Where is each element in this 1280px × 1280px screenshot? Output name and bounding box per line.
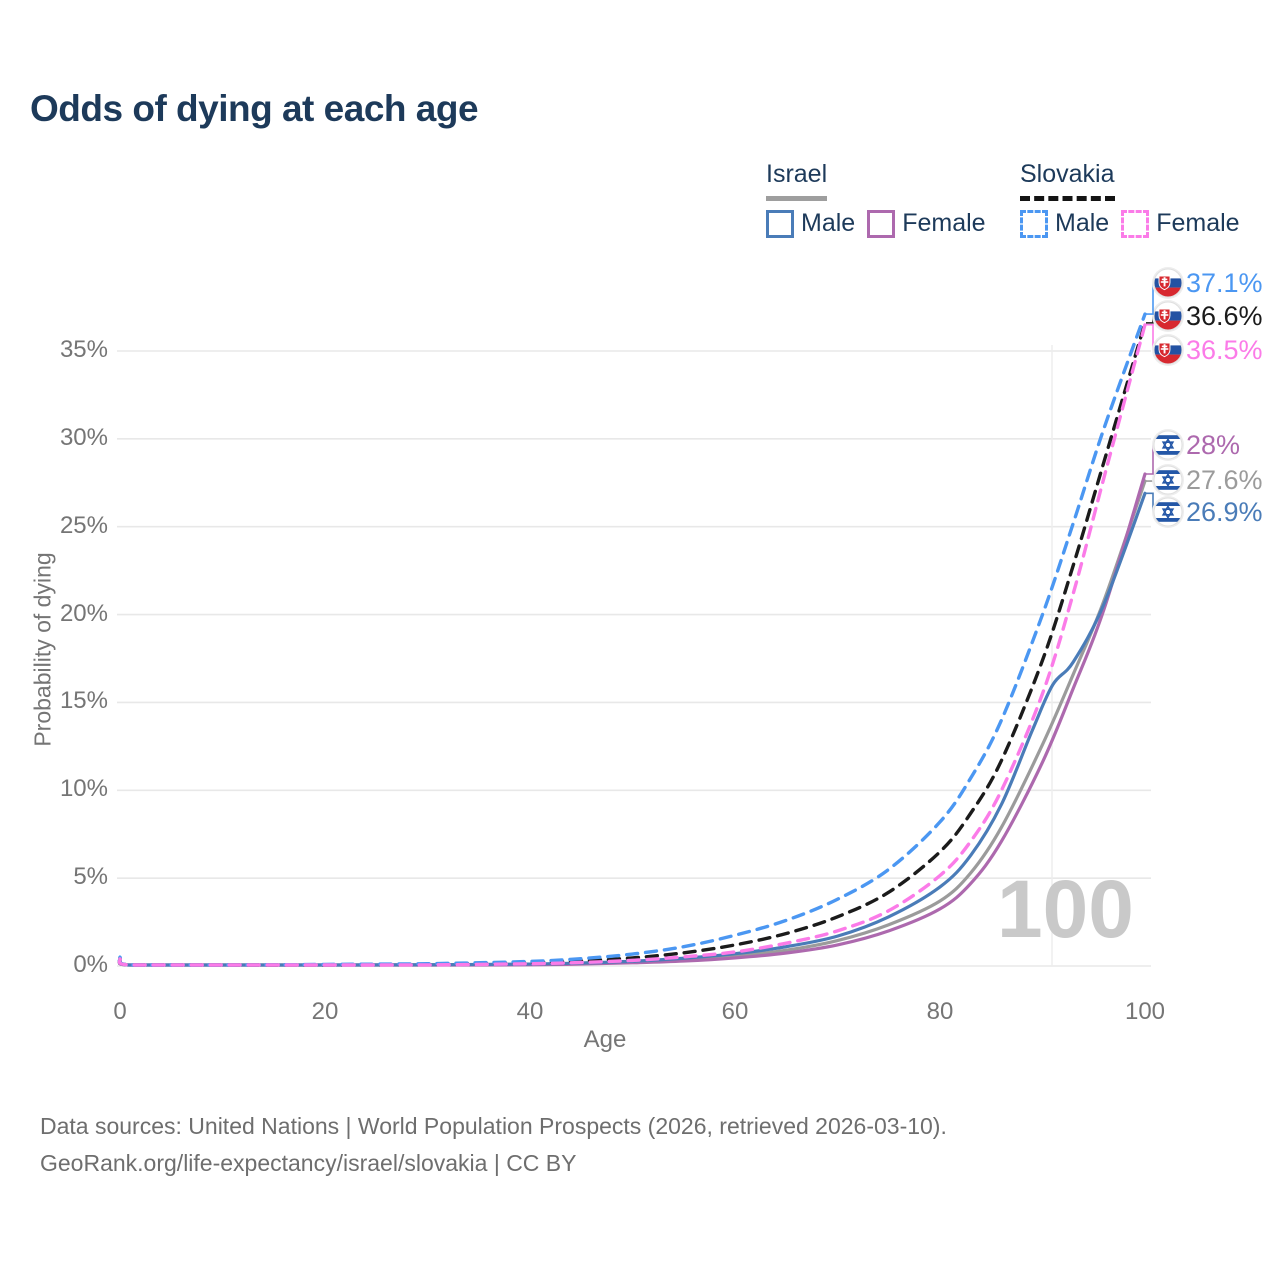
legend-group-israel: Israel Male Female bbox=[766, 160, 986, 238]
legend-country-israel[interactable]: Israel bbox=[766, 160, 828, 201]
israel-female-line-swatch-icon bbox=[867, 209, 896, 238]
x-tick-label-100: 100 bbox=[1124, 998, 1166, 1025]
slovakia-flag-icon bbox=[1152, 300, 1184, 332]
y-tick-label-35: 35% bbox=[59, 336, 108, 363]
page-title: Odds of dying at each age bbox=[30, 88, 479, 129]
series-line-slovakia-male[interactable] bbox=[117, 312, 1147, 967]
y-tick-label-20: 20% bbox=[59, 599, 108, 627]
end-label-slovakia-female: 36.5% bbox=[1186, 335, 1263, 365]
legend-label-israel-male: Male bbox=[801, 209, 856, 237]
y-tick-label-5: 5% bbox=[73, 863, 108, 891]
y-tick-label-10: 10% bbox=[59, 775, 108, 803]
y-axis-title: Probability of dying bbox=[29, 552, 56, 747]
israel-flag-icon bbox=[1152, 464, 1184, 496]
end-label-slovakia-male: 37.1% bbox=[1186, 268, 1263, 298]
legend-item-israel-female[interactable]: Female bbox=[867, 209, 986, 238]
y-tick-label-0: 0% bbox=[73, 951, 108, 978]
y-tick-label-30: 30% bbox=[59, 423, 108, 451]
end-label-israel-female: 28% bbox=[1186, 430, 1241, 460]
footer-attribution: GeoRank.org/life-expectancy/israel/slova… bbox=[40, 1150, 577, 1176]
footer: Data sources: United Nations | World Pop… bbox=[40, 1108, 947, 1182]
slovakia-female-line-swatch-icon bbox=[1121, 209, 1150, 238]
end-label-israel-total: 27.6% bbox=[1186, 465, 1263, 495]
legend-label-slovakia-male: Male bbox=[1055, 209, 1110, 237]
x-tick-label-0: 0 bbox=[113, 998, 127, 1025]
x-axis-title: Age bbox=[583, 1026, 627, 1053]
series-line-slovakia-female[interactable] bbox=[117, 322, 1147, 967]
legend-label-israel-female: Female bbox=[902, 209, 986, 237]
series-line-israel-total[interactable] bbox=[117, 479, 1147, 967]
y-tick-label-15: 15% bbox=[59, 687, 108, 715]
israel-male-line-swatch-icon bbox=[766, 209, 794, 238]
x-tick-label-40: 40 bbox=[516, 998, 544, 1025]
leader-line-israel-total bbox=[1146, 480, 1154, 482]
legend-item-slovakia-female[interactable]: Female bbox=[1121, 209, 1240, 238]
leader-line-israel-male bbox=[1146, 492, 1154, 512]
footer-data-sources: Data sources: United Nations | World Pop… bbox=[40, 1113, 947, 1139]
israel-flag-icon bbox=[1152, 496, 1184, 528]
x-tick-label-20: 20 bbox=[311, 998, 339, 1025]
slovakia-male-line-swatch-icon bbox=[1020, 209, 1048, 238]
series-line-israel-male[interactable] bbox=[117, 491, 1147, 967]
x-tick-label-60: 60 bbox=[721, 998, 749, 1025]
slovakia-flag-icon bbox=[1152, 334, 1184, 366]
leader-line-slovakia-male bbox=[1146, 283, 1154, 315]
legend-country-slovakia[interactable]: Slovakia bbox=[1020, 160, 1115, 201]
legend-item-israel-male[interactable]: Male bbox=[766, 209, 855, 238]
leader-line-israel-female bbox=[1146, 445, 1154, 475]
legend-group-slovakia: Slovakia Male Female bbox=[1020, 160, 1240, 238]
end-label-israel-male: 26.9% bbox=[1186, 497, 1263, 527]
series-line-slovakia-total[interactable] bbox=[117, 321, 1147, 967]
x-tick-label-80: 80 bbox=[926, 998, 954, 1025]
end-label-slovakia-total: 36.6% bbox=[1186, 301, 1263, 331]
leader-line-slovakia-female bbox=[1146, 323, 1154, 350]
series-line-israel-female[interactable] bbox=[117, 472, 1147, 967]
y-tick-label-25: 25% bbox=[59, 511, 108, 539]
slovakia-flag-icon bbox=[1152, 267, 1184, 299]
legend-label-slovakia-female: Female bbox=[1156, 209, 1240, 237]
israel-flag-icon bbox=[1152, 429, 1184, 461]
age-watermark: 100 bbox=[997, 864, 1134, 955]
leader-line-slovakia-total bbox=[1146, 316, 1154, 324]
legend-item-slovakia-male[interactable]: Male bbox=[1020, 209, 1109, 238]
